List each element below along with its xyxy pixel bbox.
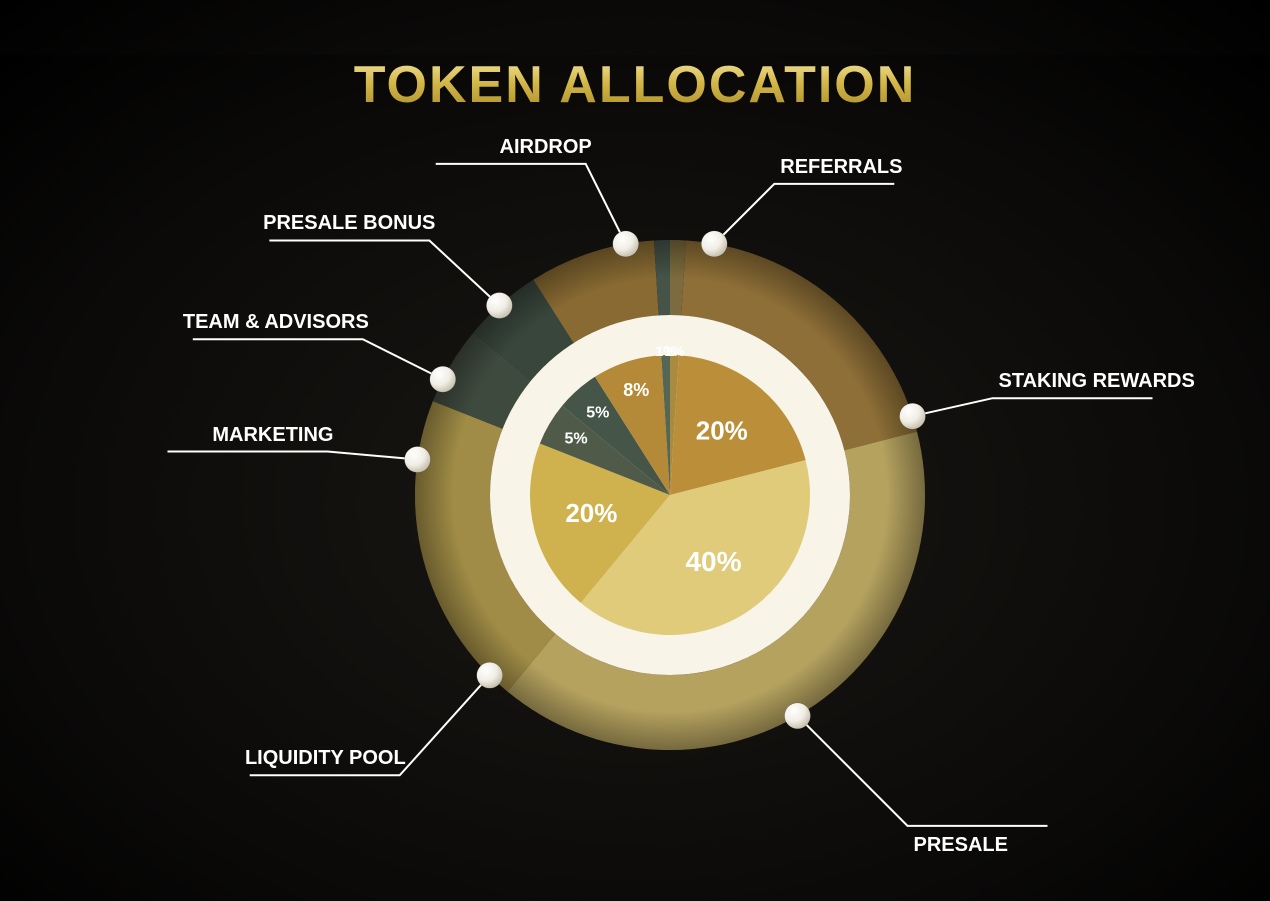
callout-ball-marketing — [404, 447, 430, 473]
page-title: TOKEN ALLOCATION — [0, 55, 1270, 115]
pct-label-staking-rewards: 20% — [696, 415, 748, 445]
leader-marketing — [167, 452, 417, 460]
callout-label-liquidity-pool: LIQUIDITY POOL — [245, 747, 406, 770]
callout-ball-presale — [785, 703, 811, 729]
callout-ball-team-advisors — [430, 366, 456, 392]
pct-label-team-advisors: 5% — [586, 404, 609, 421]
callout-ball-referrals — [701, 231, 727, 257]
callout-label-presale: PRESALE — [914, 834, 1008, 857]
callout-label-team-advisors: TEAM & ADVISORS — [183, 311, 369, 334]
pct-label-presale: 40% — [685, 546, 741, 577]
pct-label-airdrop: 1% — [655, 343, 676, 359]
leader-staking-rewards — [913, 398, 1153, 416]
leader-presale-bonus — [269, 240, 499, 305]
callout-label-airdrop: AIRDROP — [500, 136, 592, 159]
callout-ball-staking-rewards — [900, 403, 926, 429]
callout-label-presale-bonus: PRESALE BONUS — [263, 212, 435, 235]
callout-label-marketing: MARKETING — [212, 424, 333, 447]
leader-airdrop — [436, 164, 626, 244]
callout-ball-liquidity-pool — [477, 662, 503, 688]
callout-label-referrals: REFERRALS — [780, 156, 902, 179]
callout-ball-airdrop — [613, 231, 639, 257]
leader-referrals — [714, 184, 894, 244]
leader-presale — [798, 716, 1048, 826]
callout-label-staking-rewards: STAKING REWARDS — [999, 370, 1195, 393]
token-allocation-chart: 1%20%40%20%5%5%8%1% REFERRALSSTAKING REW… — [0, 115, 1270, 875]
pie-chart-svg: 1%20%40%20%5%5%8%1% — [0, 115, 1270, 875]
leader-team-advisors — [193, 339, 443, 379]
pct-label-marketing: 5% — [564, 431, 587, 448]
pct-label-presale-bonus: 8% — [623, 380, 649, 400]
pct-label-liquidity-pool: 20% — [565, 498, 617, 528]
callout-ball-presale-bonus — [486, 292, 512, 318]
